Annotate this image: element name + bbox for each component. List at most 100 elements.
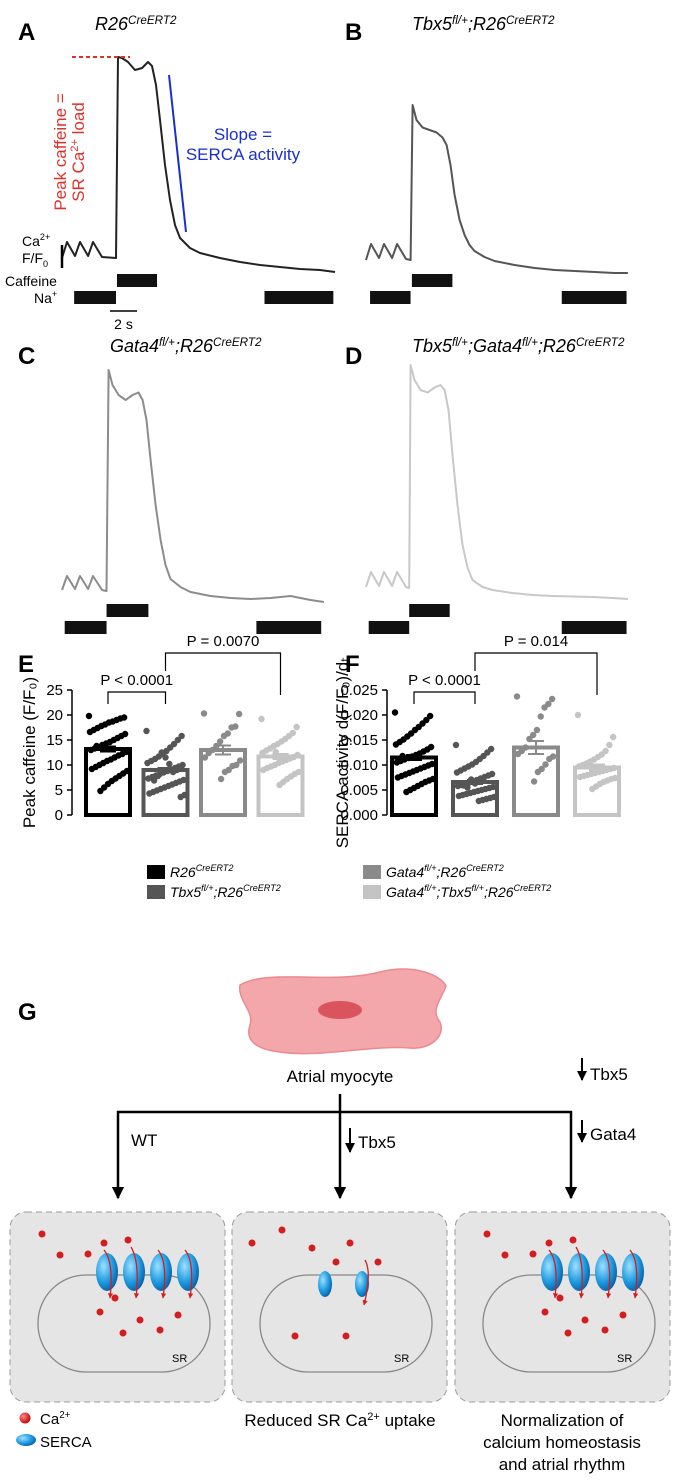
text-part: 0 [43,259,48,269]
y-tick-label: 0.005 [340,782,378,799]
data-point [541,704,548,711]
data-point [97,787,104,795]
text-part: 2+ [69,139,81,152]
data-point [85,712,93,720]
text-part: CreERT2 [196,863,234,873]
y-tick-label: 0 [55,807,63,824]
significance-bracket [413,691,476,704]
y-tick-label: 0.025 [340,682,378,699]
legend-swatch [147,865,165,879]
y-axis-title: Peak caffeine (F/F₀) [20,677,39,828]
data-point [158,749,165,756]
legend-label: Gata4fl/+;R26CreERT2 [386,863,504,880]
data-point [391,709,399,716]
text-part: Gata4 [110,336,159,356]
text-part: Tbx5 [170,884,201,900]
data-point [216,738,224,745]
na-bar [64,621,107,634]
diagram-text: Atrial myocyte WT Tbx5 Tbx5 Gata4 SR SR … [40,1065,641,1474]
data-point [258,715,265,723]
text-part: ;R26 [484,884,514,900]
data-point [453,769,461,776]
y-tick-label: 20 [46,707,63,724]
data-point [166,760,173,768]
legend-ca: Ca2+ [40,1410,71,1428]
caption: Reduced SR Ca2+ uptake [244,1411,435,1430]
data-point [150,777,158,784]
trace-label: F/F0 [22,250,48,269]
text-part: Ca [22,233,40,249]
na-bar [561,291,627,304]
data-point [393,759,401,766]
data-point [575,763,583,770]
na-bar [368,621,410,634]
p-value: P = 0.014 [504,633,568,650]
na-bar [370,291,411,304]
panel-label: F [345,651,360,678]
text-part: ;Gata4 [468,336,522,356]
text-part: load [69,102,88,139]
data-point [143,727,150,735]
data-point [145,775,152,782]
p-value: P < 0.0001 [100,672,173,689]
slope-annotation: Slope = [214,125,272,144]
panel-label: G [18,999,37,1026]
caption: and atrial rhythm [499,1455,626,1474]
trace [365,104,628,274]
y-tick-label: 25 [46,682,63,699]
data-point [529,731,537,739]
data-point [200,710,208,717]
data-point [454,782,462,790]
text-part: fl/+ [452,14,468,27]
y-axis-title: SERCA activity d(F/F₀)/dₜ [333,657,352,849]
text-part: fl/+ [424,883,436,893]
text-part: fl/+ [159,336,175,349]
slope-line [168,74,187,233]
data-point [609,733,617,741]
scale-bar-label: 2 s [114,316,133,332]
trace-label: Caffeine [5,273,57,289]
data-point [178,732,185,740]
p-value: P = 0.0070 [187,633,260,650]
data-point [455,792,463,800]
y-tick-label: 15 [46,732,63,749]
text-part: ;R26 [538,336,577,356]
data-point [221,768,229,776]
text-part: Tbx5 [412,336,453,356]
legend-label: R26CreERT2 [170,863,233,880]
significance-bracket [107,691,167,704]
text-part: SR Ca [69,151,88,202]
data-point [392,741,400,748]
text-part: ;R26 [214,884,244,900]
data-point [576,773,584,781]
text-part: R26 [170,864,196,880]
caffeine-bar [411,274,453,287]
text-part: fl/+ [424,863,436,873]
text-part: fl/+ [472,883,484,893]
text-part: Ca [40,1411,60,1428]
chart-title: R26CreERT2 [95,14,177,34]
data-point [86,728,94,736]
text-part: uptake [380,1411,436,1430]
data-point [426,712,434,720]
error-bar [467,779,483,785]
data-point [514,750,522,758]
data-point [260,766,267,774]
data-point [399,752,406,760]
data-point [394,774,402,781]
data-point [205,749,212,757]
text-part: F/F [22,250,43,266]
data-point [542,761,549,768]
caption: Normalization of [501,1411,624,1430]
text-part: CreERT2 [128,14,177,27]
trace-label: Ca2+ [22,232,50,249]
text-part: Peak caffeine = [51,93,70,210]
y-tick-label: 5 [55,782,63,799]
text-part: R26 [95,14,129,34]
text-part: 2+ [59,1410,70,1421]
branch-label: Tbx5 [590,1065,628,1084]
legend-swatch [363,885,381,899]
caffeine-bar [409,604,450,617]
text-part: Tbx5 [412,14,453,34]
